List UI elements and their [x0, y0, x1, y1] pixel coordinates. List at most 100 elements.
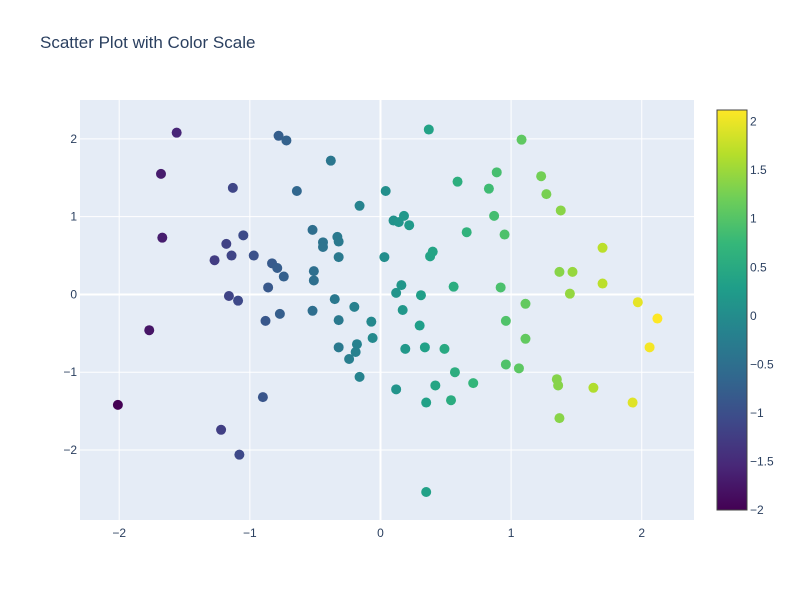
data-point[interactable]: [468, 378, 479, 389]
data-point[interactable]: [597, 242, 608, 253]
data-point[interactable]: [461, 227, 472, 238]
data-point[interactable]: [553, 380, 564, 391]
data-point[interactable]: [483, 183, 494, 194]
data-point[interactable]: [448, 281, 459, 292]
data-point[interactable]: [272, 263, 283, 273]
data-point[interactable]: [260, 315, 271, 326]
data-point[interactable]: [499, 229, 510, 240]
data-point[interactable]: [354, 200, 365, 211]
data-point[interactable]: [221, 238, 232, 249]
data-point[interactable]: [367, 333, 378, 343]
data-point[interactable]: [216, 424, 227, 435]
y-tick-label: 2: [70, 132, 77, 146]
data-point[interactable]: [391, 384, 402, 395]
data-point[interactable]: [419, 342, 430, 353]
data-point[interactable]: [379, 252, 390, 263]
data-point[interactable]: [278, 271, 289, 282]
data-point[interactable]: [516, 134, 527, 145]
data-point[interactable]: [238, 230, 249, 241]
data-point[interactable]: [555, 205, 566, 216]
data-point[interactable]: [112, 399, 123, 410]
y-tick-label: 0: [70, 287, 77, 301]
data-point[interactable]: [427, 246, 438, 257]
data-point[interactable]: [536, 171, 547, 182]
data-point[interactable]: [446, 395, 457, 406]
colorbar-tick-label: −0.5: [750, 357, 774, 371]
x-tick-label: −1: [243, 526, 257, 540]
data-point[interactable]: [632, 297, 643, 308]
data-point[interactable]: [421, 487, 432, 497]
data-point[interactable]: [520, 298, 531, 309]
colorbar-tick-label: 1.5: [750, 163, 767, 177]
data-point[interactable]: [233, 295, 244, 306]
data-point[interactable]: [257, 392, 268, 403]
data-point[interactable]: [397, 305, 408, 315]
data-point[interactable]: [554, 266, 565, 277]
data-point[interactable]: [627, 397, 638, 408]
data-point[interactable]: [350, 347, 361, 357]
data-point[interactable]: [495, 282, 506, 293]
data-point[interactable]: [317, 242, 328, 252]
colorbar-tick-label: 0.5: [750, 260, 767, 274]
data-point[interactable]: [439, 343, 450, 354]
data-point[interactable]: [263, 282, 274, 293]
data-point[interactable]: [564, 288, 575, 299]
data-point[interactable]: [307, 224, 318, 235]
data-point[interactable]: [351, 339, 362, 350]
data-point[interactable]: [226, 250, 237, 261]
data-point[interactable]: [144, 325, 155, 336]
data-point[interactable]: [554, 413, 565, 424]
data-point[interactable]: [209, 255, 220, 266]
data-point[interactable]: [400, 343, 411, 354]
data-point[interactable]: [652, 313, 663, 324]
data-point[interactable]: [354, 371, 365, 382]
data-point[interactable]: [513, 363, 524, 374]
data-point[interactable]: [597, 278, 608, 289]
data-point[interactable]: [333, 342, 344, 353]
data-point[interactable]: [541, 189, 552, 200]
data-point[interactable]: [325, 155, 336, 166]
data-point[interactable]: [489, 210, 500, 221]
data-point[interactable]: [398, 210, 409, 221]
data-point[interactable]: [308, 275, 319, 286]
data-point[interactable]: [333, 315, 344, 326]
data-point[interactable]: [349, 301, 360, 312]
data-point[interactable]: [333, 252, 344, 263]
data-point[interactable]: [423, 124, 434, 135]
data-point[interactable]: [414, 320, 425, 331]
data-point[interactable]: [291, 186, 302, 196]
data-point[interactable]: [344, 354, 355, 364]
data-point[interactable]: [644, 342, 655, 353]
data-point[interactable]: [234, 449, 245, 460]
data-point[interactable]: [500, 315, 511, 326]
data-point[interactable]: [227, 182, 238, 193]
data-point[interactable]: [430, 380, 441, 391]
data-point[interactable]: [308, 266, 319, 277]
data-point[interactable]: [329, 294, 340, 305]
data-point[interactable]: [281, 135, 292, 146]
data-point[interactable]: [366, 316, 377, 327]
data-point[interactable]: [248, 250, 259, 261]
x-tick-label: 2: [638, 526, 645, 540]
data-point[interactable]: [500, 359, 511, 370]
data-point[interactable]: [155, 168, 166, 179]
data-point[interactable]: [171, 127, 182, 138]
data-point[interactable]: [449, 367, 460, 378]
data-point[interactable]: [223, 291, 234, 301]
data-point[interactable]: [404, 220, 415, 231]
data-point[interactable]: [520, 333, 531, 344]
data-point[interactable]: [380, 186, 391, 196]
data-point[interactable]: [491, 167, 502, 178]
data-point[interactable]: [333, 236, 344, 247]
data-point[interactable]: [274, 308, 285, 319]
data-point[interactable]: [391, 287, 402, 298]
data-point[interactable]: [396, 280, 407, 291]
data-point[interactable]: [157, 232, 168, 243]
data-point[interactable]: [567, 266, 578, 277]
data-point[interactable]: [415, 290, 426, 301]
data-point[interactable]: [307, 305, 318, 316]
data-point[interactable]: [421, 397, 432, 408]
data-point[interactable]: [273, 130, 284, 141]
data-point[interactable]: [452, 176, 463, 187]
data-point[interactable]: [588, 382, 599, 393]
